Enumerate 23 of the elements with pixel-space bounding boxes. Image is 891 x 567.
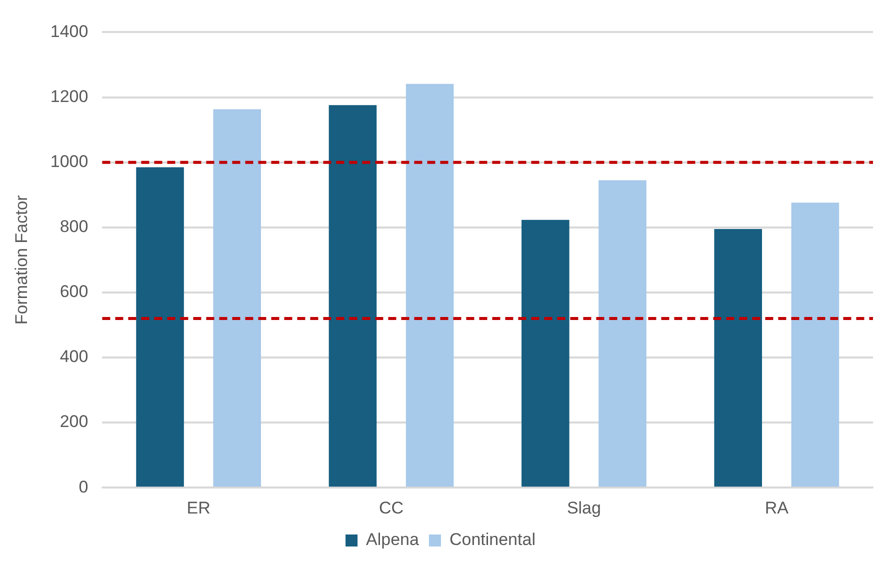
bar [328, 105, 377, 487]
bar [136, 167, 184, 487]
bar [714, 229, 762, 487]
legend-label: Alpena [366, 530, 420, 550]
y-tick-label: 800 [60, 217, 88, 236]
x-tick-label: CC [378, 498, 404, 518]
bar [598, 180, 646, 487]
y-tick-label: 600 [60, 282, 88, 302]
y-tick-label: 400 [60, 347, 88, 366]
legend-label: Continental [449, 530, 536, 550]
y-tick-label: 1000 [50, 152, 88, 171]
bar [213, 109, 261, 487]
x-tick-label: ER [186, 498, 210, 518]
x-tick-label: Slag [566, 498, 601, 518]
bar [791, 202, 840, 487]
y-tick-label: 0 [78, 477, 88, 496]
y-tick-label: 200 [60, 412, 88, 432]
y-tick-label: 1200 [50, 86, 88, 106]
y-tick-label: 1400 [50, 22, 88, 41]
y-axis-title: Formation Factor [12, 194, 31, 325]
bar [522, 220, 570, 487]
bar [406, 84, 454, 487]
x-tick-label: RA [764, 498, 790, 518]
